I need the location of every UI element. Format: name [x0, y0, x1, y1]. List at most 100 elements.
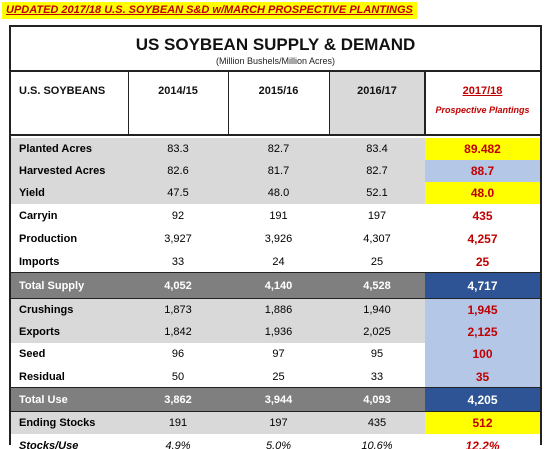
row-value: 1,936	[264, 326, 293, 338]
row-value: 3,862	[164, 394, 192, 406]
header-label-cell: U.S. SOYBEANS	[11, 72, 128, 134]
row-value: 1,886	[264, 304, 293, 316]
row-value: 50	[171, 370, 185, 383]
row-label: Planted Acres	[19, 143, 92, 155]
row-value: 25	[272, 370, 285, 383]
header-projection-year: 2017/18	[462, 85, 503, 97]
row-value: 10.6%	[361, 440, 393, 449]
row-label: Exports	[19, 326, 60, 338]
row-label: Ending Stocks	[19, 417, 96, 429]
row-projection: 89.482	[425, 138, 540, 160]
update-banner: UPDATED 2017/18 U.S. SOYBEAN S&D w/MARCH…	[2, 2, 417, 19]
row-projection: 88.7	[425, 160, 540, 182]
row-label: Residual	[19, 370, 65, 383]
row-value: 435	[367, 417, 387, 429]
row-value: 4,140	[264, 280, 293, 292]
row-projection: 48.0	[425, 182, 540, 204]
row-value: 3,926	[264, 232, 293, 245]
header-row: U.S. SOYBEANS 2014/15 2015/16 2016/17 20…	[11, 70, 540, 136]
row-value: 1,842	[164, 326, 192, 338]
row-value: 4,528	[363, 280, 391, 292]
row-projection: 35	[425, 365, 540, 388]
row-projection: 100	[425, 343, 540, 365]
row-value: 24	[272, 255, 285, 268]
table-title: US SOYBEAN SUPPLY & DEMAND	[135, 35, 416, 54]
row-value: 25	[370, 255, 384, 268]
row-value: 4.9%	[165, 440, 191, 449]
column-divider	[128, 72, 129, 134]
row-value: 82.7	[366, 165, 388, 177]
row-projection: 25	[475, 254, 490, 269]
table-row: Crushings 1,873 1,886 1,940 1,945	[11, 299, 540, 321]
row-label: Seed	[19, 348, 46, 360]
header-year-2015: 2015/16	[228, 72, 329, 134]
row-projection: 12.2%	[465, 439, 500, 449]
table-row: Harvested Acres 82.6 81.7 82.7 88.7	[11, 160, 540, 182]
table-row: Seed 96 97 95 100	[11, 343, 540, 365]
row-value: 191	[269, 209, 288, 222]
row-projection: 4,717	[425, 273, 540, 299]
row-label: Production	[19, 232, 78, 245]
row-value: 95	[370, 348, 384, 360]
row-value: 82.7	[267, 143, 290, 155]
row-value: 48.0	[267, 187, 290, 199]
row-label: Imports	[19, 255, 60, 268]
row-value: 83.3	[167, 143, 189, 155]
column-divider	[329, 72, 330, 134]
row-value: 3,927	[164, 232, 192, 245]
table-row: Exports 1,842 1,936 2,025 2,125	[11, 321, 540, 343]
row-projection: 4,205	[425, 388, 540, 412]
table-row: Residual 50 25 33 35	[11, 365, 540, 388]
row-label: Total Supply	[19, 280, 85, 292]
row-projection: 435	[472, 208, 493, 223]
row-value: 52.1	[366, 187, 388, 199]
row-projection: 4,257	[467, 231, 498, 246]
row-value: 1,940	[363, 304, 391, 316]
row-label: Harvested Acres	[19, 165, 106, 177]
row-projection: 1,945	[425, 299, 540, 321]
table-row: Production 3,927 3,926 4,307 4,257	[11, 227, 540, 250]
row-value: 92	[171, 209, 185, 222]
row-value: 1,873	[164, 304, 192, 316]
row-value: 191	[168, 417, 188, 429]
row-value: 33	[171, 255, 185, 268]
row-value: 197	[269, 417, 288, 429]
row-value: 4,052	[164, 280, 192, 292]
table-row: Yield 47.5 48.0 52.1 48.0	[11, 182, 540, 204]
header-projection-note: Prospective Plantings	[435, 105, 530, 115]
row-value: 33	[370, 370, 384, 383]
header-year-label: 2016/17	[357, 85, 397, 97]
table-subtitle: (Million Bushels/Million Acres)	[215, 56, 336, 66]
row-label: Yield	[19, 187, 45, 199]
row-value: 47.5	[167, 187, 189, 199]
row-label: Total Use	[19, 394, 68, 406]
table-row: Imports 33 24 25 25	[11, 250, 540, 273]
header-year-2016: 2016/17	[329, 72, 425, 134]
row-label: Stocks/Use	[19, 440, 79, 449]
row-value: 83.4	[366, 143, 388, 155]
table-row: Total Use 3,862 3,944 4,093 4,205	[11, 388, 540, 412]
row-value: 3,944	[264, 394, 293, 406]
row-value: 5.0%	[265, 440, 292, 449]
table-row: Ending Stocks 191 197 435 512	[11, 412, 540, 434]
row-projection: 2,125	[425, 321, 540, 343]
row-value: 96	[171, 348, 185, 360]
row-projection: 512	[425, 412, 540, 434]
header-label: U.S. SOYBEANS	[19, 85, 106, 97]
row-value: 2,025	[363, 326, 391, 338]
header-year-label: 2015/16	[258, 85, 299, 97]
header-projection: 2017/18 Prospective Plantings	[425, 72, 540, 134]
column-divider	[228, 72, 229, 134]
row-value: 197	[367, 209, 387, 222]
table-row: Total Supply 4,052 4,140 4,528 4,717	[11, 273, 540, 299]
header-year-2014: 2014/15	[128, 72, 228, 134]
row-value: 82.6	[167, 165, 189, 177]
row-value: 4,307	[363, 232, 391, 245]
row-value: 97	[272, 348, 285, 360]
table-row: Stocks/Use 4.9% 5.0% 10.6% 12.2%	[11, 434, 540, 449]
soybean-table-frame: US SOYBEAN SUPPLY & DEMAND (Million Bush…	[9, 25, 542, 449]
row-value: 4,093	[363, 394, 391, 406]
row-label: Crushings	[19, 304, 74, 316]
table-row: Carryin 92 191 197 435	[11, 204, 540, 227]
table-row: Planted Acres 83.3 82.7 83.4 89.482	[11, 138, 540, 160]
